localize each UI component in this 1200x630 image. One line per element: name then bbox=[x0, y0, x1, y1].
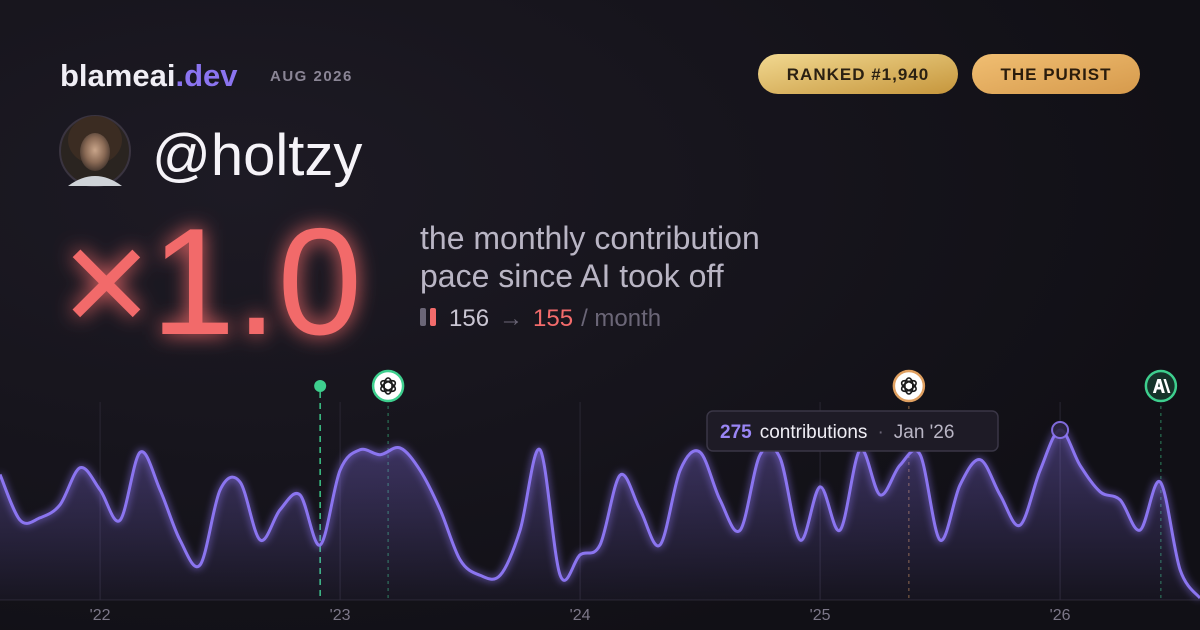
pace: 156 → 155 / month bbox=[449, 305, 661, 332]
brand-name: blameai bbox=[60, 58, 175, 93]
x-tick-label: '25 bbox=[810, 607, 831, 624]
plot: '22 '23 '24 '25 '26 bbox=[0, 392, 1200, 624]
description: the monthly contribution bbox=[420, 220, 760, 256]
x-tick-label: '26 bbox=[1050, 607, 1071, 624]
badge-label: RANKED #1,940 bbox=[787, 65, 929, 84]
highlight-point bbox=[1051, 421, 1070, 439]
badge bbox=[972, 54, 1140, 94]
pace-after: 155 bbox=[533, 305, 573, 332]
pace-before: 156 bbox=[449, 305, 489, 332]
openai-icon bbox=[371, 369, 405, 403]
tooltip-label: contributions bbox=[760, 422, 868, 443]
brand-suffix: .dev bbox=[175, 58, 238, 93]
x-tick-label: '23 bbox=[330, 607, 351, 624]
pace-unit: / month bbox=[581, 305, 661, 332]
badge-label: THE PURIST bbox=[1000, 65, 1111, 84]
handle: @holtzy bbox=[152, 123, 362, 188]
x-tick-label: '22 bbox=[90, 607, 111, 624]
openai-icon bbox=[892, 369, 926, 403]
event-dot bbox=[314, 380, 327, 392]
tooltip-date: Jan '26 bbox=[894, 422, 955, 443]
description: pace since AI took off bbox=[420, 258, 724, 294]
anthropic-icon bbox=[1144, 369, 1178, 403]
period: AUG 2026 bbox=[270, 68, 353, 85]
tooltip-sep: · bbox=[877, 422, 883, 443]
tooltip-value: 275 bbox=[720, 422, 752, 443]
tooltip: 275 contributions · Jan '26 bbox=[706, 410, 999, 452]
x-tick-label: '24 bbox=[570, 607, 591, 624]
pace-icon bbox=[420, 308, 426, 326]
pace-arrow: → bbox=[499, 305, 523, 332]
pace-icon bbox=[430, 308, 436, 326]
avatar bbox=[59, 115, 131, 187]
line bbox=[0, 428, 1200, 600]
badge bbox=[758, 54, 958, 94]
multiplier: ×1.0 bbox=[62, 197, 362, 367]
line-area bbox=[0, 429, 1200, 600]
brand: blameai.dev bbox=[60, 58, 238, 93]
tooltip-text: 275 contributions · Jan '26 bbox=[720, 422, 954, 443]
